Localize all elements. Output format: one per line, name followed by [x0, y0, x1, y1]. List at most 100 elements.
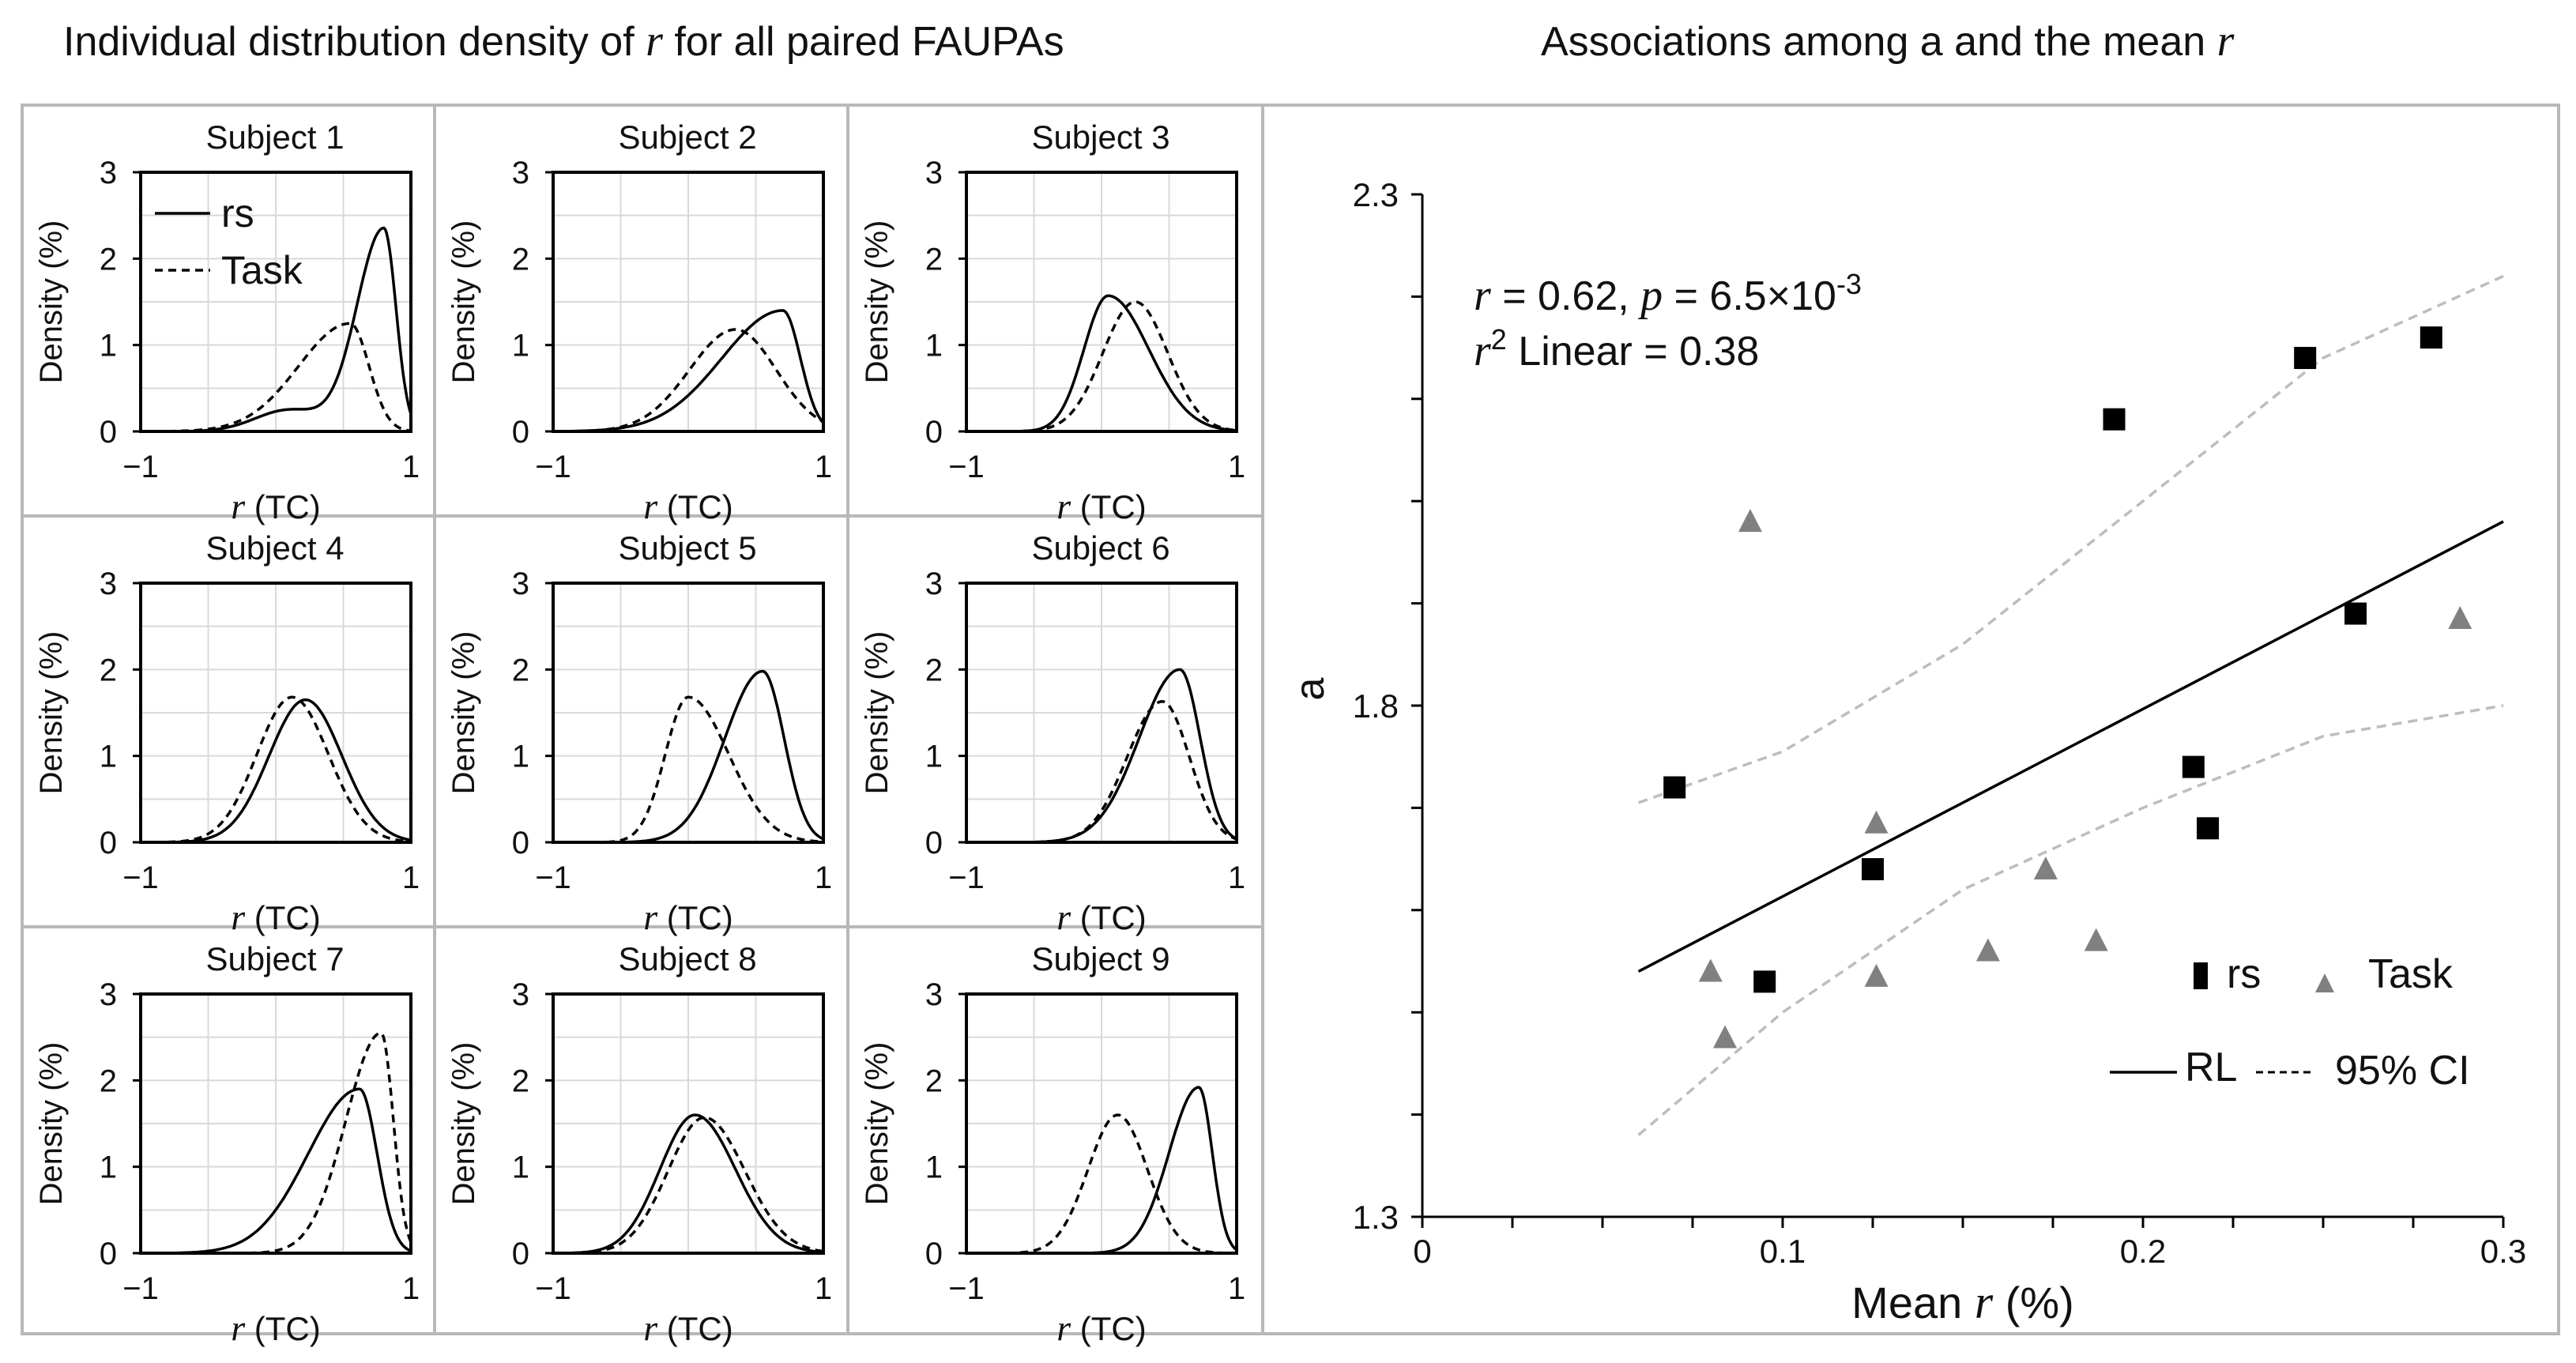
subject-panel-6: Subject 6 0 1 2 3 −1 1 Density (%) r (TC) — [860, 529, 1245, 937]
point-task — [2033, 857, 2058, 880]
ci-line-upper — [1638, 274, 2504, 804]
x-tick-label: −1 — [535, 450, 571, 484]
x-axis-label-suffix: (TC) — [245, 899, 321, 936]
plot-box — [965, 171, 1238, 433]
point-rs — [2294, 347, 2317, 370]
x-axis-label: r (TC) — [1056, 897, 1147, 937]
plot-box — [139, 992, 412, 1255]
y-tick-label: 3 — [512, 977, 529, 1012]
subject-panel-4: Subject 4 0 1 2 3 −1 1 Density (%) r (TC) — [34, 529, 420, 937]
point-rs — [2344, 602, 2367, 625]
y-tick-label: 1.3 — [1353, 1199, 1399, 1236]
left-title-var: r — [646, 17, 663, 66]
y-axis-label: Density (%) — [34, 1042, 69, 1206]
stats-annotation-line2: r2 Linear = 0.38 — [1474, 323, 1759, 375]
y-tick-label: 1 — [925, 329, 943, 363]
y-tick-label: 0 — [925, 415, 943, 450]
x-axis-label-suffix: (TC) — [657, 488, 733, 525]
x-tick-label: 1 — [1228, 860, 1245, 895]
x-axis-label: Mean r (%) — [1851, 1276, 2074, 1328]
point-task — [1698, 958, 1723, 982]
legend-label-rs: rs — [221, 191, 254, 235]
stats-r2-var: r — [1474, 326, 1491, 375]
y-tick-label: 3 — [925, 977, 943, 1012]
subject-panel-9: Subject 9 0 1 2 3 −1 1 Density (%) r (TC) — [860, 940, 1245, 1348]
y-tick-label: 1 — [925, 740, 943, 774]
stats-r-var: r — [1474, 271, 1491, 320]
legend-label-rl: RL — [2185, 1045, 2237, 1090]
x-axis-label-var: r — [643, 486, 658, 526]
plot-box — [965, 582, 1238, 844]
x-axis-label-suffix: (TC) — [1071, 899, 1147, 936]
y-tick-label: 0 — [925, 826, 943, 860]
y-tick-label: 2 — [925, 1064, 943, 1098]
ci-line-lower — [1637, 704, 2504, 1136]
y-tick-label: 2 — [512, 242, 529, 277]
x-tick-label: −1 — [535, 860, 571, 895]
point-rs — [2182, 755, 2205, 778]
y-tick-label: 3 — [512, 567, 529, 601]
x-axis-label: r (TC) — [231, 1308, 321, 1348]
subject-panel-2: Subject 2 0 1 2 3 −1 1 Density (%) r (TC) — [446, 119, 832, 526]
density-curve-task — [553, 1116, 824, 1255]
legend-marker-task — [2315, 973, 2334, 992]
y-tick-label: 3 — [100, 567, 117, 601]
density-curve-task — [141, 695, 412, 844]
subject-title: Subject 5 — [618, 529, 756, 567]
x-tick-label: 1 — [402, 450, 420, 484]
density-curve-task — [141, 322, 412, 433]
subject-title: Subject 3 — [1031, 119, 1169, 156]
density-curve-task — [141, 1031, 412, 1255]
x-tick-label: 0.1 — [1760, 1233, 1806, 1270]
y-axis-label: Density (%) — [34, 220, 69, 384]
x-tick-label: 0.2 — [2120, 1233, 2166, 1270]
y-tick-label: 2 — [100, 1064, 117, 1098]
x-tick-label: 0.3 — [2480, 1233, 2526, 1270]
x-tick-label: −1 — [948, 1271, 985, 1306]
subject-title: Subject 4 — [205, 529, 344, 567]
subject-panel-5: Subject 5 0 1 2 3 −1 1 Density (%) r (TC) — [446, 529, 832, 937]
x-tick-label: −1 — [948, 860, 985, 895]
point-rs — [1862, 858, 1884, 881]
density-curve-task — [553, 695, 824, 844]
y-tick-label: 0 — [100, 415, 117, 450]
y-tick-label: 0 — [925, 1237, 943, 1271]
x-axis-label: r (TC) — [643, 897, 733, 937]
x-tick-label: 1 — [815, 450, 832, 484]
x-axis-label: r (TC) — [643, 486, 733, 526]
x-tick-label: 1 — [815, 1271, 832, 1306]
x-axis-label: r (TC) — [643, 1308, 733, 1348]
y-tick-label: 1 — [925, 1150, 943, 1185]
x-axis-label-var: r — [231, 486, 246, 526]
x-axis-label-text: Mean — [1851, 1278, 1975, 1327]
y-tick-label: 1 — [512, 1150, 529, 1185]
left-title-suffix: for all paired FAUPAs — [662, 19, 1064, 65]
point-task — [1864, 810, 1889, 834]
point-task — [1738, 509, 1762, 533]
point-rs — [2420, 326, 2442, 349]
density-curve-task — [966, 300, 1237, 433]
x-tick-label: 1 — [1228, 1271, 1245, 1306]
scatter-plot: 0 0.1 0.2 0.3 1.3 1.8 2.3 Mean r (%) a r = 0.62, … — [1287, 176, 2526, 1328]
stats-r2-value: Linear = 0.38 — [1507, 329, 1759, 375]
x-axis-label: r (TC) — [231, 486, 321, 526]
legend-label-ci: 95% CI — [2335, 1048, 2470, 1094]
stats-p-var: p — [1637, 271, 1663, 320]
x-axis-label: r (TC) — [1056, 1308, 1147, 1348]
x-tick-label: 1 — [1228, 450, 1245, 484]
subject-panel-7: Subject 7 0 1 2 3 −1 1 Density (%) r (TC) — [34, 940, 420, 1348]
y-axis-label: Density (%) — [446, 631, 481, 795]
y-tick-label: 2 — [100, 242, 117, 277]
subject-panel-3: Subject 3 0 1 2 3 −1 1 Density (%) r (TC) — [860, 119, 1245, 526]
x-axis-label: r (TC) — [231, 897, 321, 937]
subject-panel-8: Subject 8 0 1 2 3 −1 1 Density (%) r (TC) — [446, 940, 832, 1348]
y-tick-label: 1 — [100, 740, 117, 774]
y-tick-label: 2 — [512, 1064, 529, 1098]
x-axis-label-var: r — [643, 1308, 658, 1348]
x-tick-label: 1 — [402, 1271, 420, 1306]
subject-title: Subject 9 — [1031, 940, 1169, 977]
point-task — [1864, 963, 1889, 987]
right-title-text: Associations among a and the mean — [1541, 19, 2217, 65]
y-tick-label: 1 — [512, 329, 529, 363]
